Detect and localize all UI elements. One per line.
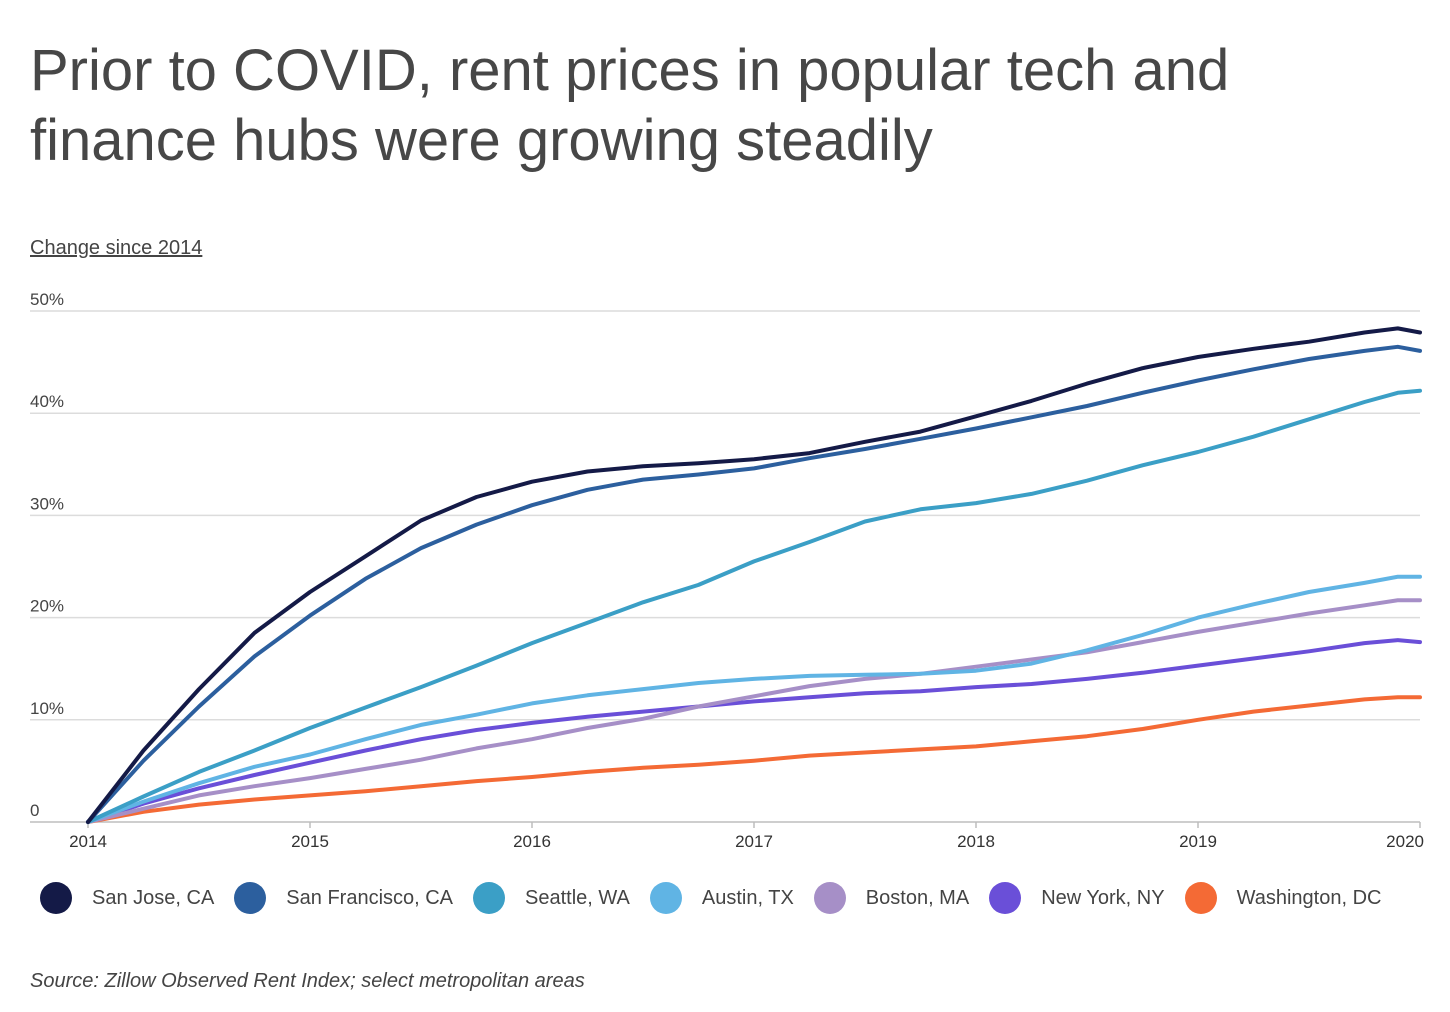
series-line-san-jose-ca: [86, 326, 1422, 824]
y-axis-label: Change since 2014: [30, 237, 203, 259]
legend-item: New York, NY: [989, 882, 1165, 914]
legend-item: San Francisco, CA: [234, 882, 453, 914]
x-tick-label: 2016: [513, 832, 551, 851]
x-tick-label: 2015: [291, 832, 329, 851]
x-tick-label: 2020: [1386, 832, 1424, 851]
legend-label: Washington, DC: [1236, 886, 1382, 909]
legend-swatch: [813, 882, 846, 914]
legend-item: Boston, MA: [813, 882, 970, 914]
x-tick-label: 2014: [69, 832, 107, 851]
legend-label: Austin, TX: [701, 886, 794, 909]
legend-item: Washington, DC: [1184, 882, 1382, 914]
series-line-new-york-ny: [86, 638, 1422, 824]
series-line-washington-dc: [86, 695, 1422, 824]
legend-label: San Jose, CA: [92, 886, 215, 909]
legend-swatch: [40, 882, 72, 914]
line-chart: 0 10% 20% 30% 40% 50% 2014 2015 2016 2017 2018 2019…: [30, 290, 1424, 851]
legend-label: San Francisco, CA: [286, 886, 454, 909]
x-tick-label: 2017: [735, 832, 773, 851]
source-note: Source: Zillow Observed Rent Index; sele…: [30, 970, 585, 992]
y-tick-label: 30%: [30, 494, 64, 513]
x-tick-label: 2019: [1179, 832, 1217, 851]
legend: San Jose, CA San Francisco, CA Seattle, WA…: [40, 880, 1401, 916]
legend-item: Seattle, WA: [473, 882, 630, 914]
y-tick-label: 10%: [30, 699, 64, 718]
legend-swatch: [989, 882, 1022, 914]
legend-swatch: [473, 882, 506, 914]
legend-label: Seattle, WA: [525, 886, 630, 909]
legend-swatch: [234, 882, 267, 914]
y-tick-label: 40%: [30, 392, 64, 411]
y-tick-label: 0: [30, 801, 39, 820]
y-tick-label: 20%: [30, 597, 64, 616]
legend-label: New York, NY: [1041, 886, 1165, 909]
series-line-san-francisco-ca: [86, 344, 1422, 824]
legend-swatch: [649, 882, 682, 914]
legend-item: Austin, TX: [649, 882, 794, 914]
legend-label: Boston, MA: [865, 886, 970, 909]
series-line-seattle-wa: [86, 388, 1422, 824]
chart-title: Prior to COVID, rent prices in popular t…: [30, 38, 1230, 173]
x-tick-label: 2018: [957, 832, 995, 851]
legend-item: San Jose, CA: [40, 882, 214, 914]
legend-swatch: [1184, 882, 1217, 914]
y-tick-label: 50%: [30, 290, 64, 309]
series-line-boston-ma: [86, 598, 1422, 824]
series-line-austin-tx: [86, 574, 1422, 824]
